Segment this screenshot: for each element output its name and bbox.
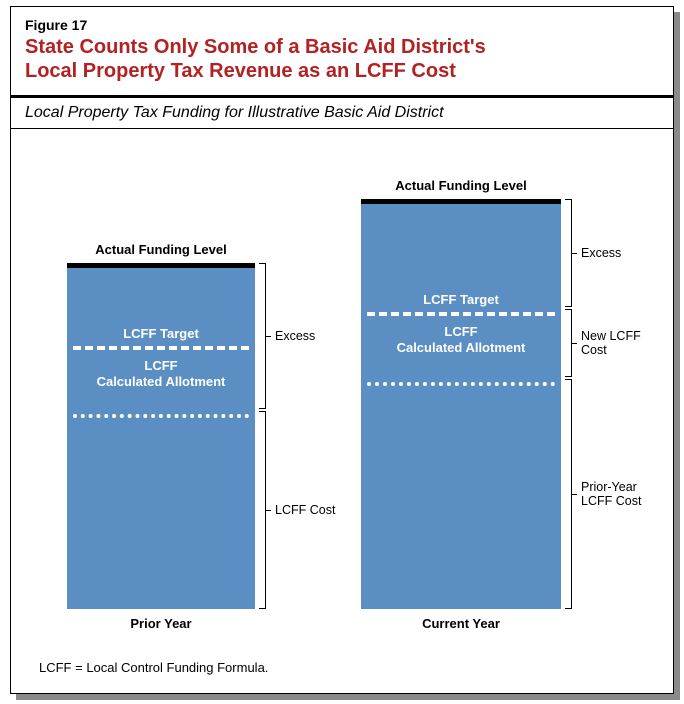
figure-label: Figure 17: [25, 17, 659, 33]
bracket-lcffcost-prior: [259, 411, 269, 609]
rule-thick: [11, 95, 673, 98]
bracket-priorlcff-current: [565, 379, 575, 609]
newlcff-l1: New LCFF: [581, 329, 641, 343]
lcff-target-line-prior: [73, 346, 249, 350]
title-line-2: Local Property Tax Revenue as an LCFF Co…: [25, 60, 456, 82]
lcff-calc-line-current: [367, 382, 555, 386]
bracket-excess-prior: [259, 263, 269, 409]
bracket-excess-label-prior: Excess: [275, 329, 315, 343]
current-year-bar-wrap: Actual Funding Level LCFF Target LCFF Ca…: [361, 199, 561, 609]
prior-year-bar: Actual Funding Level LCFF Target LCFF Ca…: [67, 263, 255, 609]
figure-subtitle: Local Property Tax Funding for Illustrat…: [11, 104, 673, 126]
actual-funding-label-prior: Actual Funding Level: [67, 242, 255, 257]
prior-year-label: Prior Year: [67, 616, 255, 631]
lcff-calc-l1-prior: LCFF: [144, 358, 177, 373]
drop-shadow-right: [674, 12, 680, 700]
bracket-newlcff-label-current: New LCFF Cost: [581, 329, 641, 358]
bracket-excess-label-current: Excess: [581, 246, 621, 260]
bracket-newlcff-current: [565, 309, 575, 377]
figure-frame: Figure 17 State Counts Only Some of a Ba…: [10, 6, 674, 694]
chart-area: Actual Funding Level LCFF Target LCFF Ca…: [11, 129, 673, 649]
lcff-target-text-prior: LCFF Target: [67, 326, 255, 342]
actual-funding-label-current: Actual Funding Level: [361, 178, 561, 193]
drop-shadow-bottom: [16, 694, 680, 700]
priorlcff-l2: LCFF Cost: [581, 494, 641, 508]
lcff-target-line-current: [367, 312, 555, 316]
lcff-calc-l2-prior: Calculated Allotment: [97, 374, 226, 389]
bracket-priorlcff-label-current: Prior-Year LCFF Cost: [581, 480, 641, 509]
lcff-calc-text-current: LCFF Calculated Allotment: [361, 324, 561, 355]
current-year-label: Current Year: [361, 616, 561, 631]
lcff-calc-l1-current: LCFF: [444, 324, 477, 339]
figure-title: State Counts Only Some of a Basic Aid Di…: [25, 35, 659, 83]
current-year-bar: Actual Funding Level LCFF Target LCFF Ca…: [361, 199, 561, 609]
newlcff-l2: Cost: [581, 343, 607, 357]
bracket-lcffcost-label-prior: LCFF Cost: [275, 503, 335, 517]
title-line-1: State Counts Only Some of a Basic Aid Di…: [25, 36, 486, 58]
lcff-calc-text-prior: LCFF Calculated Allotment: [67, 358, 255, 389]
lcff-target-text-current: LCFF Target: [361, 292, 561, 308]
lcff-calc-l2-current: Calculated Allotment: [397, 340, 526, 355]
bracket-excess-current: [565, 199, 575, 307]
footnote: LCFF = Local Control Funding Formula.: [39, 660, 268, 675]
priorlcff-l1: Prior-Year: [581, 480, 637, 494]
lcff-calc-line-prior: [73, 414, 249, 418]
figure-header: Figure 17 State Counts Only Some of a Ba…: [11, 7, 673, 91]
prior-year-bar-wrap: Actual Funding Level LCFF Target LCFF Ca…: [67, 263, 255, 609]
